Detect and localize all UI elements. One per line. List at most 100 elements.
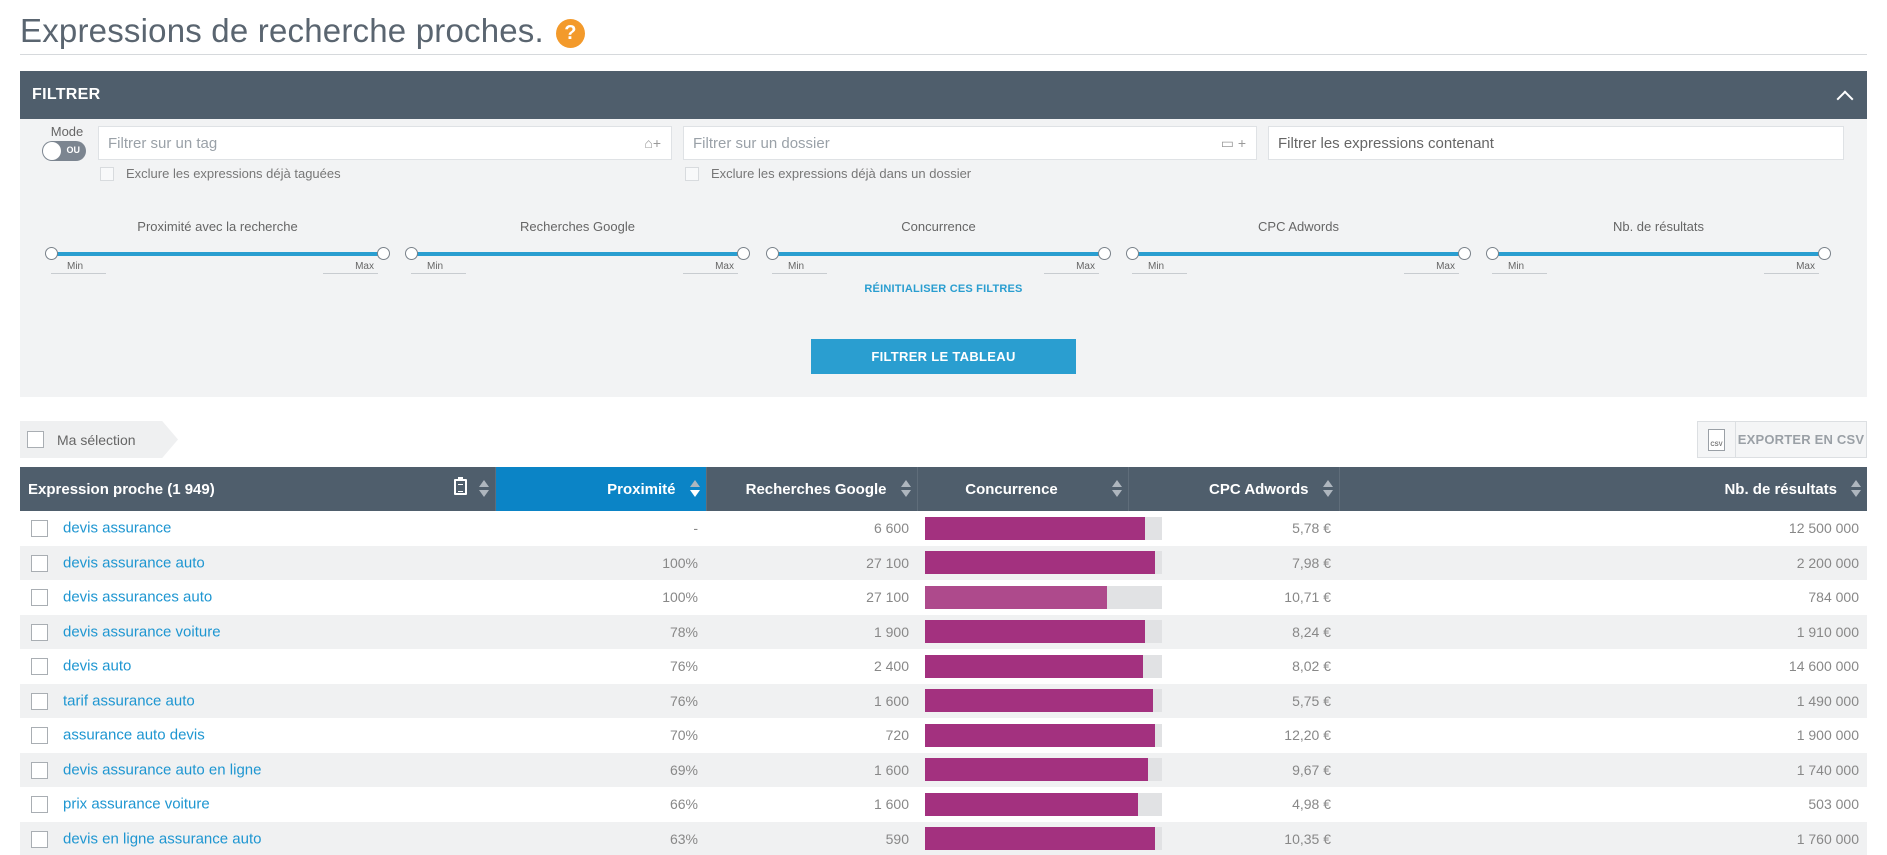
table-row[interactable]: devis assurances auto 100% 27 100 10,71 € 78… bbox=[20, 580, 1867, 615]
slider-track[interactable] bbox=[405, 247, 750, 261]
competition-bar bbox=[925, 827, 1162, 851]
my-selection-tab[interactable]: Ma sélection bbox=[20, 421, 178, 458]
row-checkbox[interactable] bbox=[31, 589, 48, 607]
expressions-table: Expression proche (1 949) Proximité Rech… bbox=[20, 467, 1867, 855]
expression-link[interactable]: assurance auto devis bbox=[63, 727, 205, 745]
slider-min-handle[interactable] bbox=[1486, 247, 1499, 260]
export-csv-button[interactable]: CSV EXPORTER EN CSV bbox=[1697, 421, 1867, 458]
competition-bar bbox=[925, 654, 1162, 678]
cell-cpc: 10,71 € bbox=[1284, 589, 1331, 606]
tag-add-icon[interactable]: ⌂+ bbox=[644, 135, 661, 151]
row-checkbox[interactable] bbox=[31, 796, 48, 814]
my-selection-label: Ma sélection bbox=[57, 431, 136, 448]
slider-range bbox=[411, 252, 744, 256]
slider-max-label: Max bbox=[683, 261, 738, 274]
sort-icon[interactable] bbox=[689, 480, 700, 498]
slider-min-label: Min bbox=[51, 261, 106, 274]
help-icon[interactable]: ? bbox=[555, 18, 585, 48]
table-row[interactable]: assurance auto devis 70% 720 12,20 € 1 900 0… bbox=[20, 718, 1867, 753]
folder-add-icon[interactable]: ▭ + bbox=[1220, 135, 1246, 151]
slider-range bbox=[1492, 252, 1825, 256]
slider-max-handle[interactable] bbox=[1458, 247, 1471, 260]
exclude-tagged-checkbox[interactable] bbox=[100, 166, 114, 181]
exclude-tagged-option[interactable]: Exclure les expressions déjà taguées bbox=[100, 166, 341, 181]
sort-icon[interactable] bbox=[1322, 480, 1333, 498]
table-row[interactable]: devis assurance auto 100% 27 100 7,98 € 2 20… bbox=[20, 545, 1867, 580]
competition-bar-fill bbox=[925, 585, 1108, 609]
slider-min-handle[interactable] bbox=[1126, 247, 1139, 260]
table-row[interactable]: devis assurance - 6 600 5,78 € 12 500 000 bbox=[20, 511, 1867, 546]
column-cpc[interactable]: CPC Adwords bbox=[1128, 467, 1340, 511]
cell-resultats: 1 740 000 bbox=[1796, 761, 1859, 778]
tag-filter-input[interactable]: Filtrer sur un tag ⌂+ bbox=[98, 126, 672, 160]
folder-filter-input[interactable]: Filtrer sur un dossier ▭ + bbox=[683, 126, 1257, 160]
slider-track[interactable] bbox=[45, 247, 390, 261]
column-concurrence[interactable]: Concurrence bbox=[917, 467, 1129, 511]
sort-icon[interactable] bbox=[1851, 480, 1861, 498]
row-checkbox[interactable] bbox=[31, 658, 48, 676]
slider-min-handle[interactable] bbox=[766, 247, 779, 260]
sort-icon[interactable] bbox=[478, 480, 489, 498]
row-checkbox[interactable] bbox=[31, 761, 48, 779]
expression-link[interactable]: devis assurance bbox=[63, 520, 172, 538]
reset-filters-link[interactable]: RÉINITIALISER CES FILTRES bbox=[864, 283, 1023, 295]
filter-header[interactable]: FILTRER bbox=[20, 71, 1867, 119]
apply-filter-button[interactable]: FILTRER LE TABLEAU bbox=[811, 339, 1076, 374]
row-checkbox[interactable] bbox=[31, 623, 48, 641]
slider-min-handle[interactable] bbox=[45, 247, 58, 260]
expression-link[interactable]: tarif assurance auto bbox=[63, 692, 195, 710]
table-row[interactable]: tarif assurance auto 76% 1 600 5,75 € 1 490 … bbox=[20, 683, 1867, 718]
table-row[interactable]: devis auto 76% 2 400 8,02 € 14 600 000 bbox=[20, 649, 1867, 684]
expression-link[interactable]: prix assurance voiture bbox=[63, 796, 210, 814]
row-checkbox[interactable] bbox=[31, 830, 48, 848]
chevron-up-icon[interactable] bbox=[1837, 88, 1851, 102]
row-checkbox[interactable] bbox=[31, 554, 48, 572]
exclude-foldered-option[interactable]: Exclure les expressions déjà dans un dos… bbox=[685, 166, 971, 181]
cell-proximite: 78% bbox=[669, 623, 698, 640]
slider-max-handle[interactable] bbox=[377, 247, 390, 260]
table-row[interactable]: devis assurance auto en ligne 69% 1 600 9,6… bbox=[20, 752, 1867, 787]
expression-link[interactable]: devis assurance voiture bbox=[63, 623, 221, 641]
expression-filter-input[interactable]: Filtrer les expressions contenant bbox=[1268, 126, 1844, 160]
range-slider: Proximité avec la recherche Min Max bbox=[45, 219, 390, 275]
cell-expression: assurance auto devis bbox=[20, 718, 495, 753]
competition-bar bbox=[925, 620, 1162, 644]
cell-concurrence bbox=[917, 649, 1162, 684]
slider-title: Proximité avec la recherche bbox=[137, 219, 298, 234]
slider-max-handle[interactable] bbox=[1818, 247, 1831, 260]
expression-link[interactable]: devis assurance auto en ligne bbox=[63, 761, 262, 779]
cell-proximite: - bbox=[693, 520, 698, 537]
column-proximite[interactable]: Proximité bbox=[495, 467, 707, 511]
mode-control: Mode OU bbox=[42, 124, 92, 161]
row-checkbox[interactable] bbox=[31, 727, 48, 745]
slider-track[interactable] bbox=[1126, 247, 1471, 261]
slider-labels: Min Max bbox=[1486, 261, 1831, 275]
table-row[interactable]: devis en ligne assurance auto 63% 590 10,35… bbox=[20, 821, 1867, 855]
slider-track[interactable] bbox=[1486, 247, 1831, 261]
cell-cpc: 8,02 € bbox=[1292, 658, 1331, 675]
select-all-checkbox[interactable] bbox=[27, 431, 44, 448]
cell-cpc: 9,67 € bbox=[1292, 761, 1331, 778]
slider-track[interactable] bbox=[766, 247, 1111, 261]
expression-link[interactable]: devis auto bbox=[63, 658, 132, 676]
cell-resultats: 12 500 000 bbox=[1788, 520, 1859, 537]
column-recherches[interactable]: Recherches Google bbox=[706, 467, 918, 511]
slider-max-handle[interactable] bbox=[737, 247, 750, 260]
exclude-foldered-checkbox[interactable] bbox=[685, 166, 699, 181]
sort-icon[interactable] bbox=[900, 480, 911, 498]
row-checkbox[interactable] bbox=[31, 520, 48, 538]
expression-link[interactable]: devis assurances auto bbox=[63, 589, 213, 607]
column-resultats[interactable]: Nb. de résultats bbox=[1339, 467, 1867, 511]
clipboard-icon[interactable] bbox=[453, 477, 467, 495]
row-checkbox[interactable] bbox=[31, 692, 48, 710]
table-row[interactable]: devis assurance voiture 78% 1 900 8,24 € 1 9… bbox=[20, 614, 1867, 649]
table-row[interactable]: prix assurance voiture 66% 1 600 4,98 € 503 … bbox=[20, 787, 1867, 822]
sort-icon[interactable] bbox=[1111, 480, 1122, 498]
cell-proximite: 76% bbox=[669, 692, 698, 709]
expression-link[interactable]: devis assurance auto bbox=[63, 554, 205, 572]
expression-link[interactable]: devis en ligne assurance auto bbox=[63, 830, 262, 848]
mode-toggle[interactable]: OU bbox=[42, 141, 86, 161]
slider-min-handle[interactable] bbox=[405, 247, 418, 260]
slider-max-handle[interactable] bbox=[1098, 247, 1111, 260]
column-expression[interactable]: Expression proche (1 949) bbox=[20, 467, 496, 511]
